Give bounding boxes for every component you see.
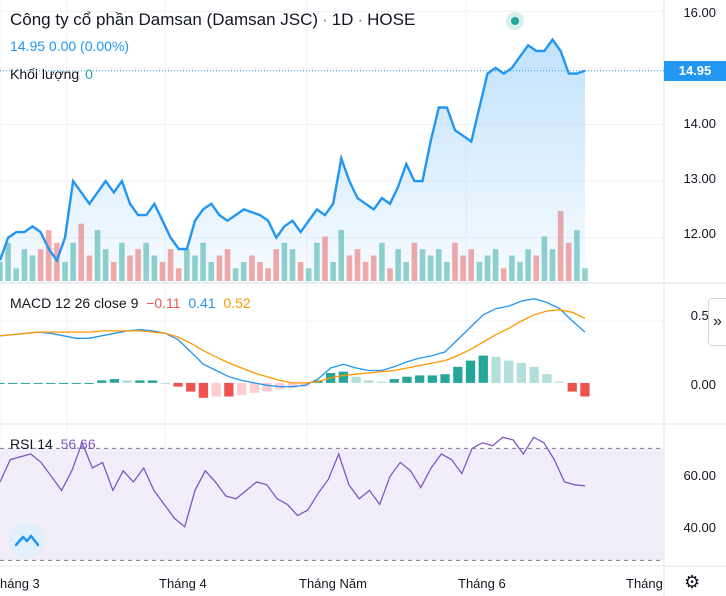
macd-hist-bar xyxy=(580,382,590,397)
company-name[interactable]: Công ty cổ phần Damsan (Damsan JSC) xyxy=(10,10,319,29)
time-axis-label: Tháng xyxy=(626,576,663,591)
volume-legend[interactable]: Khối lượng 0 xyxy=(10,66,93,82)
macd-hist-bar xyxy=(109,379,120,383)
volume-value: 0 xyxy=(85,66,93,82)
macd-hist-bar xyxy=(567,382,577,392)
macd-hist-bar xyxy=(122,380,132,383)
double-chevron-right-icon[interactable]: » xyxy=(708,298,726,346)
macd-hist-bar xyxy=(287,382,298,388)
macd-hist-bar xyxy=(389,379,399,383)
macd-hist-bar xyxy=(160,382,170,384)
macd-hist-bar xyxy=(46,382,56,384)
tradingview-logo-icon[interactable] xyxy=(9,522,45,558)
rsi-line xyxy=(0,436,586,528)
rsi-axis-label: 60.00 xyxy=(683,468,716,483)
rsi-axis-label: 40.00 xyxy=(683,520,716,535)
macd-hist-bar xyxy=(465,360,476,383)
macd-hist-bar xyxy=(198,382,209,398)
macd-hist-bar xyxy=(186,382,196,392)
macd-hist-bar xyxy=(542,374,552,383)
macd-legend[interactable]: MACD 12 26 close 9 −0.11 0.41 0.52 xyxy=(10,295,251,311)
macd-hist-bar xyxy=(97,380,107,383)
last-price-tag: 14.95 xyxy=(664,61,726,81)
macd-hist-bar xyxy=(402,376,412,383)
macd-histogram xyxy=(0,355,590,398)
macd-hist-bar xyxy=(135,380,145,383)
rsi-band xyxy=(0,448,664,561)
macd-hist-bar xyxy=(376,381,387,383)
macd-line xyxy=(0,298,586,388)
macd-hist-bar xyxy=(58,382,69,384)
macd-hist-bar xyxy=(529,366,539,383)
macd-hist-bar xyxy=(33,382,43,384)
gear-icon[interactable]: ⚙ xyxy=(684,572,701,592)
volume-label: Khối lượng xyxy=(10,66,80,82)
macd-value: 0.41 xyxy=(188,295,216,311)
symbol-title[interactable]: Công ty cổ phần Damsan (Damsan JSC) · 1D · H… xyxy=(10,10,416,29)
macd-hist-bar xyxy=(351,376,361,383)
rsi-legend[interactable]: RSI 14 56.66 xyxy=(10,436,96,452)
macd-hist-bar xyxy=(147,380,158,383)
macd-hist-bar xyxy=(427,375,437,383)
macd-hist-bar xyxy=(554,381,565,383)
macd-hist-bar xyxy=(71,382,81,384)
macd-hist-bar xyxy=(364,380,374,383)
macd-hist-bar xyxy=(338,371,348,383)
price-area-fill xyxy=(0,39,585,283)
macd-hist-bar xyxy=(504,360,514,383)
time-axis-label: Tháng 6 xyxy=(458,576,506,591)
macd-label: MACD 12 26 close 9 xyxy=(10,295,139,311)
macd-hist-bar xyxy=(440,374,450,383)
price-change: 14.95 0.00 (0.00%) xyxy=(10,38,130,54)
interval[interactable]: 1D xyxy=(331,10,354,29)
price-axis-label: 12.00 xyxy=(683,226,716,241)
time-axis-label: háng 3 xyxy=(0,576,40,591)
exchange: HOSE xyxy=(367,10,416,29)
price-axis-label: 16.00 xyxy=(683,5,716,20)
macd-hist-bar xyxy=(237,382,247,396)
price-axis-label: 13.00 xyxy=(683,171,716,186)
price-line xyxy=(0,37,586,263)
macd-hist-bar xyxy=(478,355,488,383)
macd-hist-bar xyxy=(415,375,425,383)
macd-hist-bar xyxy=(20,382,31,384)
macd-hist-bar xyxy=(8,382,18,384)
time-axis-label: Tháng 4 xyxy=(159,576,207,591)
macd-hist-bar xyxy=(516,363,526,383)
macd-hist-value: −0.11 xyxy=(146,295,181,311)
macd-hist-bar xyxy=(84,382,94,384)
price-axis-label: 14.00 xyxy=(683,116,716,131)
live-dot-icon xyxy=(506,12,524,30)
signal-line xyxy=(0,309,586,384)
rsi-value: 56.66 xyxy=(60,436,96,452)
signal-value: 0.52 xyxy=(223,295,251,311)
macd-axis-label: 0.00 xyxy=(690,377,716,392)
macd-hist-bar xyxy=(173,382,183,387)
rsi-label: RSI 14 xyxy=(10,436,53,452)
macd-hist-bar xyxy=(491,356,501,383)
macd-hist-bar xyxy=(453,366,463,383)
macd-hist-bar xyxy=(224,382,234,397)
macd-hist-bar xyxy=(211,382,221,397)
macd-hist-bar xyxy=(0,382,5,384)
macd-hist-bar xyxy=(249,382,259,393)
macd-hist-bar xyxy=(262,382,272,392)
rsi-band-bounds xyxy=(0,447,664,561)
time-axis-label: Tháng Năm xyxy=(299,576,367,591)
